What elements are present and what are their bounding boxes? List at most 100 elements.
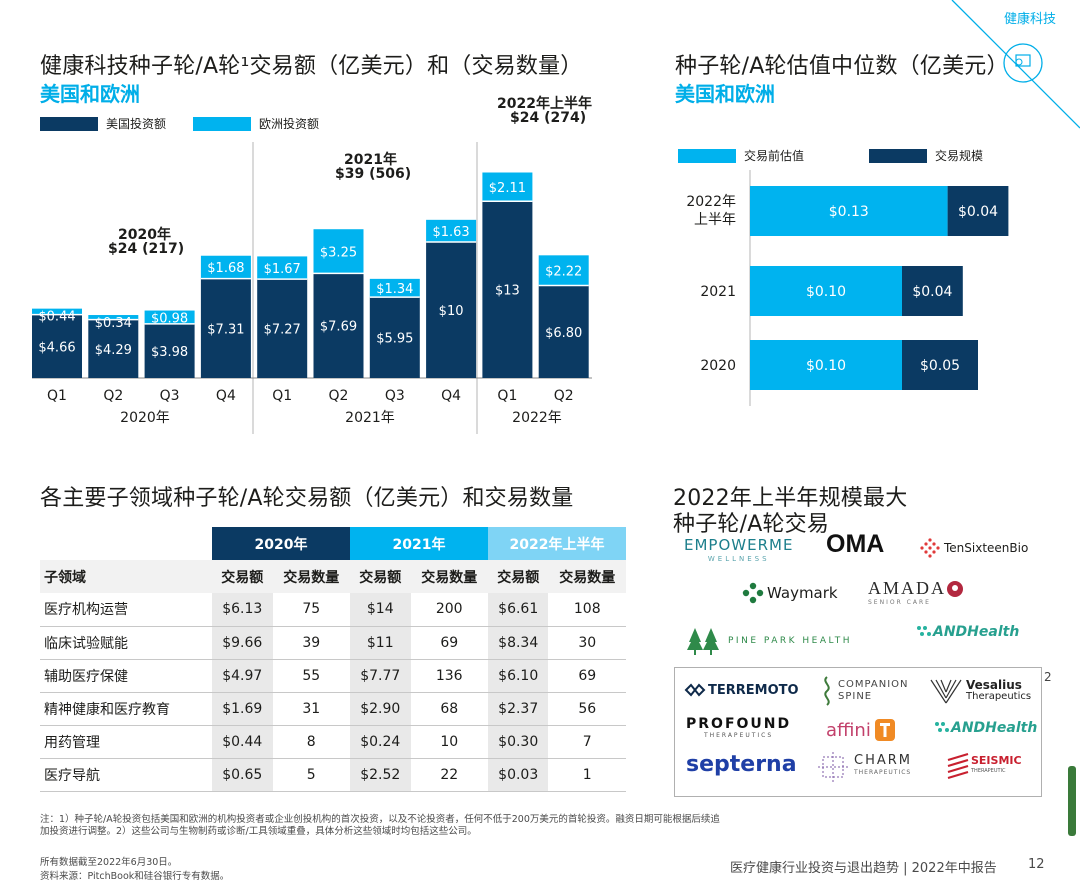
- table-cell: 30: [548, 626, 626, 659]
- bar-label-premoney: $0.10: [806, 358, 846, 374]
- affini-mark-icon: [874, 719, 895, 741]
- x-group-label: 2022年: [512, 410, 562, 426]
- subsector-table: 2020年 2021年 2022年上半年 子领域 交易额 交易数量 交易额 交易…: [40, 527, 626, 792]
- chart1-legend-eu: 欧洲投资额: [193, 115, 319, 132]
- table-header: 子领域: [40, 560, 212, 593]
- side-accent-bar: [1068, 766, 1076, 836]
- table-header-row: 子领域 交易额 交易数量 交易额 交易数量 交易额 交易数量: [40, 560, 626, 593]
- chart2-title: 种子轮/A轮估值中位数（亿美元）: [675, 54, 1009, 79]
- bar-label-eu: $1.63: [432, 225, 469, 240]
- table-title: 各主要子领域种子轮/A轮交易额（亿美元）和交易数量: [40, 486, 574, 511]
- bar-label-us: $7.69: [320, 320, 357, 335]
- table-cell: 69: [548, 659, 626, 692]
- table-cell: $9.66: [212, 626, 273, 659]
- table-cell: $6.13: [212, 593, 273, 626]
- table-cell: $0.30: [487, 725, 549, 758]
- logo-terremoto: TERREMOTO: [684, 682, 799, 698]
- bar-eu: [482, 172, 533, 202]
- bar-eu: [426, 219, 477, 242]
- x-tick-label: Q3: [160, 388, 180, 404]
- deals-title-line2: 种子轮/A轮交易: [673, 512, 830, 537]
- table-cell: $11: [349, 626, 411, 659]
- bar-label-us: $7.31: [207, 322, 244, 337]
- table-cell: 10: [410, 725, 488, 758]
- bar-dealsize: [902, 266, 963, 316]
- logo-septerna: septerna: [686, 752, 797, 777]
- bar-eu: [313, 229, 364, 274]
- seismic-mark-icon: [947, 752, 969, 780]
- logo-affini: affini: [826, 718, 896, 742]
- legend-swatch: [678, 148, 736, 163]
- bar-label-eu: $0.34: [95, 316, 132, 331]
- table-cell: $0.65: [212, 758, 273, 791]
- table-cell: $2.90: [349, 692, 411, 725]
- bar-eu: [200, 255, 251, 279]
- logo-amada-text: AMADA: [868, 578, 947, 598]
- table-blank-corner: [40, 527, 212, 560]
- y-tick-label: 上半年: [694, 212, 736, 228]
- bar-label-dealsize: $0.04: [958, 204, 998, 220]
- logo-charm-sub: THERAPEUTICS: [854, 769, 912, 776]
- table-cell: $14: [349, 593, 411, 626]
- logo-profound: PROFOUND THERAPEUTICS: [686, 716, 791, 739]
- logo-andhealth-text: ANDHealth: [933, 624, 1020, 640]
- footnote-text: 注：1）种子轮/A轮投资包括美国和欧洲的机构投资者或企业创投机构的首次投资，以及…: [40, 814, 720, 837]
- x-tick-label: Q4: [216, 388, 236, 404]
- bar-label-eu: $0.98: [151, 312, 188, 327]
- quarterly-funding-chart: $4.66 $0.44 Q1 $4.29 $0.34 Q2 $3.98 $0.98 Q3 $7.3…: [32, 142, 592, 434]
- table-cell: $1.69: [212, 692, 273, 725]
- x-tick-label: Q4: [441, 388, 461, 404]
- table-cell: $2.52: [349, 758, 411, 791]
- data-date-text: 所有数据截至2022年6月30日。: [40, 857, 178, 868]
- bar-us: [538, 285, 589, 378]
- logo-charm-text: CHARM: [854, 753, 912, 768]
- annotation-2020-year: 2020年: [118, 227, 171, 243]
- bar-label-us: $4.29: [95, 343, 132, 358]
- y-tick-label: 2021: [700, 284, 736, 300]
- subsector-name-cell: 精神健康和医疗教育: [40, 692, 212, 725]
- table-cell: $7.77: [349, 659, 411, 692]
- table-cell: 75: [272, 593, 350, 626]
- amada-heart-icon: [947, 580, 964, 597]
- deals-title-line1: 2022年上半年规模最大: [673, 486, 908, 511]
- subsector-name-cell: 辅助医疗保健: [40, 659, 212, 692]
- table-header: 交易额: [487, 560, 549, 593]
- table-cell: 136: [410, 659, 488, 692]
- bar-label-eu: $3.25: [320, 245, 357, 260]
- logo-andhealth-2: ANDHealth: [934, 720, 1037, 736]
- bar-us: [482, 201, 533, 378]
- bar-label-eu: $2.11: [489, 181, 526, 196]
- source-text: 资料来源：PitchBook和硅谷银行专有数据。: [40, 871, 230, 882]
- bar-label-premoney: $0.10: [806, 284, 846, 300]
- logo-seismic: SEISMIC THERAPEUTIC: [946, 752, 1022, 780]
- table-header: 交易额: [349, 560, 411, 593]
- chart1-subtitle: 美国和欧洲: [40, 82, 140, 106]
- companion-spine-icon: [824, 676, 830, 706]
- bar-label-eu: $1.68: [207, 261, 244, 276]
- valuation-chart: $0.13 $0.04 2022年上半年 $0.10 $0.04 2021 $0.10 $0.…: [686, 170, 1009, 406]
- table-row: 医疗导航 $0.65 5 $2.52 22 $0.03 1: [40, 758, 626, 791]
- bar-eu: [32, 308, 82, 315]
- logo-tensixteenbio: TenSixteenBio: [920, 538, 1028, 558]
- table-row: 精神健康和医疗教育 $1.69 31 $2.90 68 $2.37 56: [40, 692, 626, 725]
- bar-eu: [369, 278, 420, 298]
- table-cell: 8: [272, 725, 350, 758]
- logo-terremoto-text: TERREMOTO: [708, 682, 799, 698]
- logo-profound-sub: THERAPEUTICS: [703, 732, 774, 739]
- table-cell: 7: [548, 725, 626, 758]
- subsector-name-cell: 医疗机构运营: [40, 593, 212, 626]
- table-row: 临床试验赋能 $9.66 39 $11 69 $8.34 30: [40, 626, 626, 659]
- logo-pinepark: PINE PARK HEALTH: [686, 626, 852, 656]
- logo-profound-text: PROFOUND: [686, 716, 792, 732]
- bar-us: [313, 273, 364, 378]
- page-number: 12: [1028, 857, 1045, 872]
- subsector-name-cell: 临床试验赋能: [40, 626, 212, 659]
- table-cell: $4.97: [212, 659, 273, 692]
- annotation-2020-value: $24 (217): [108, 241, 185, 257]
- table-header: 交易额: [212, 560, 273, 593]
- logo-companion-text1: COMPANION: [838, 679, 909, 690]
- x-group-label: 2021年: [345, 410, 395, 426]
- bar-us: [32, 314, 82, 378]
- report-title: 医疗健康行业投资与退出趋势 | 2022年中报告: [730, 861, 997, 876]
- x-tick-label: Q1: [497, 388, 517, 404]
